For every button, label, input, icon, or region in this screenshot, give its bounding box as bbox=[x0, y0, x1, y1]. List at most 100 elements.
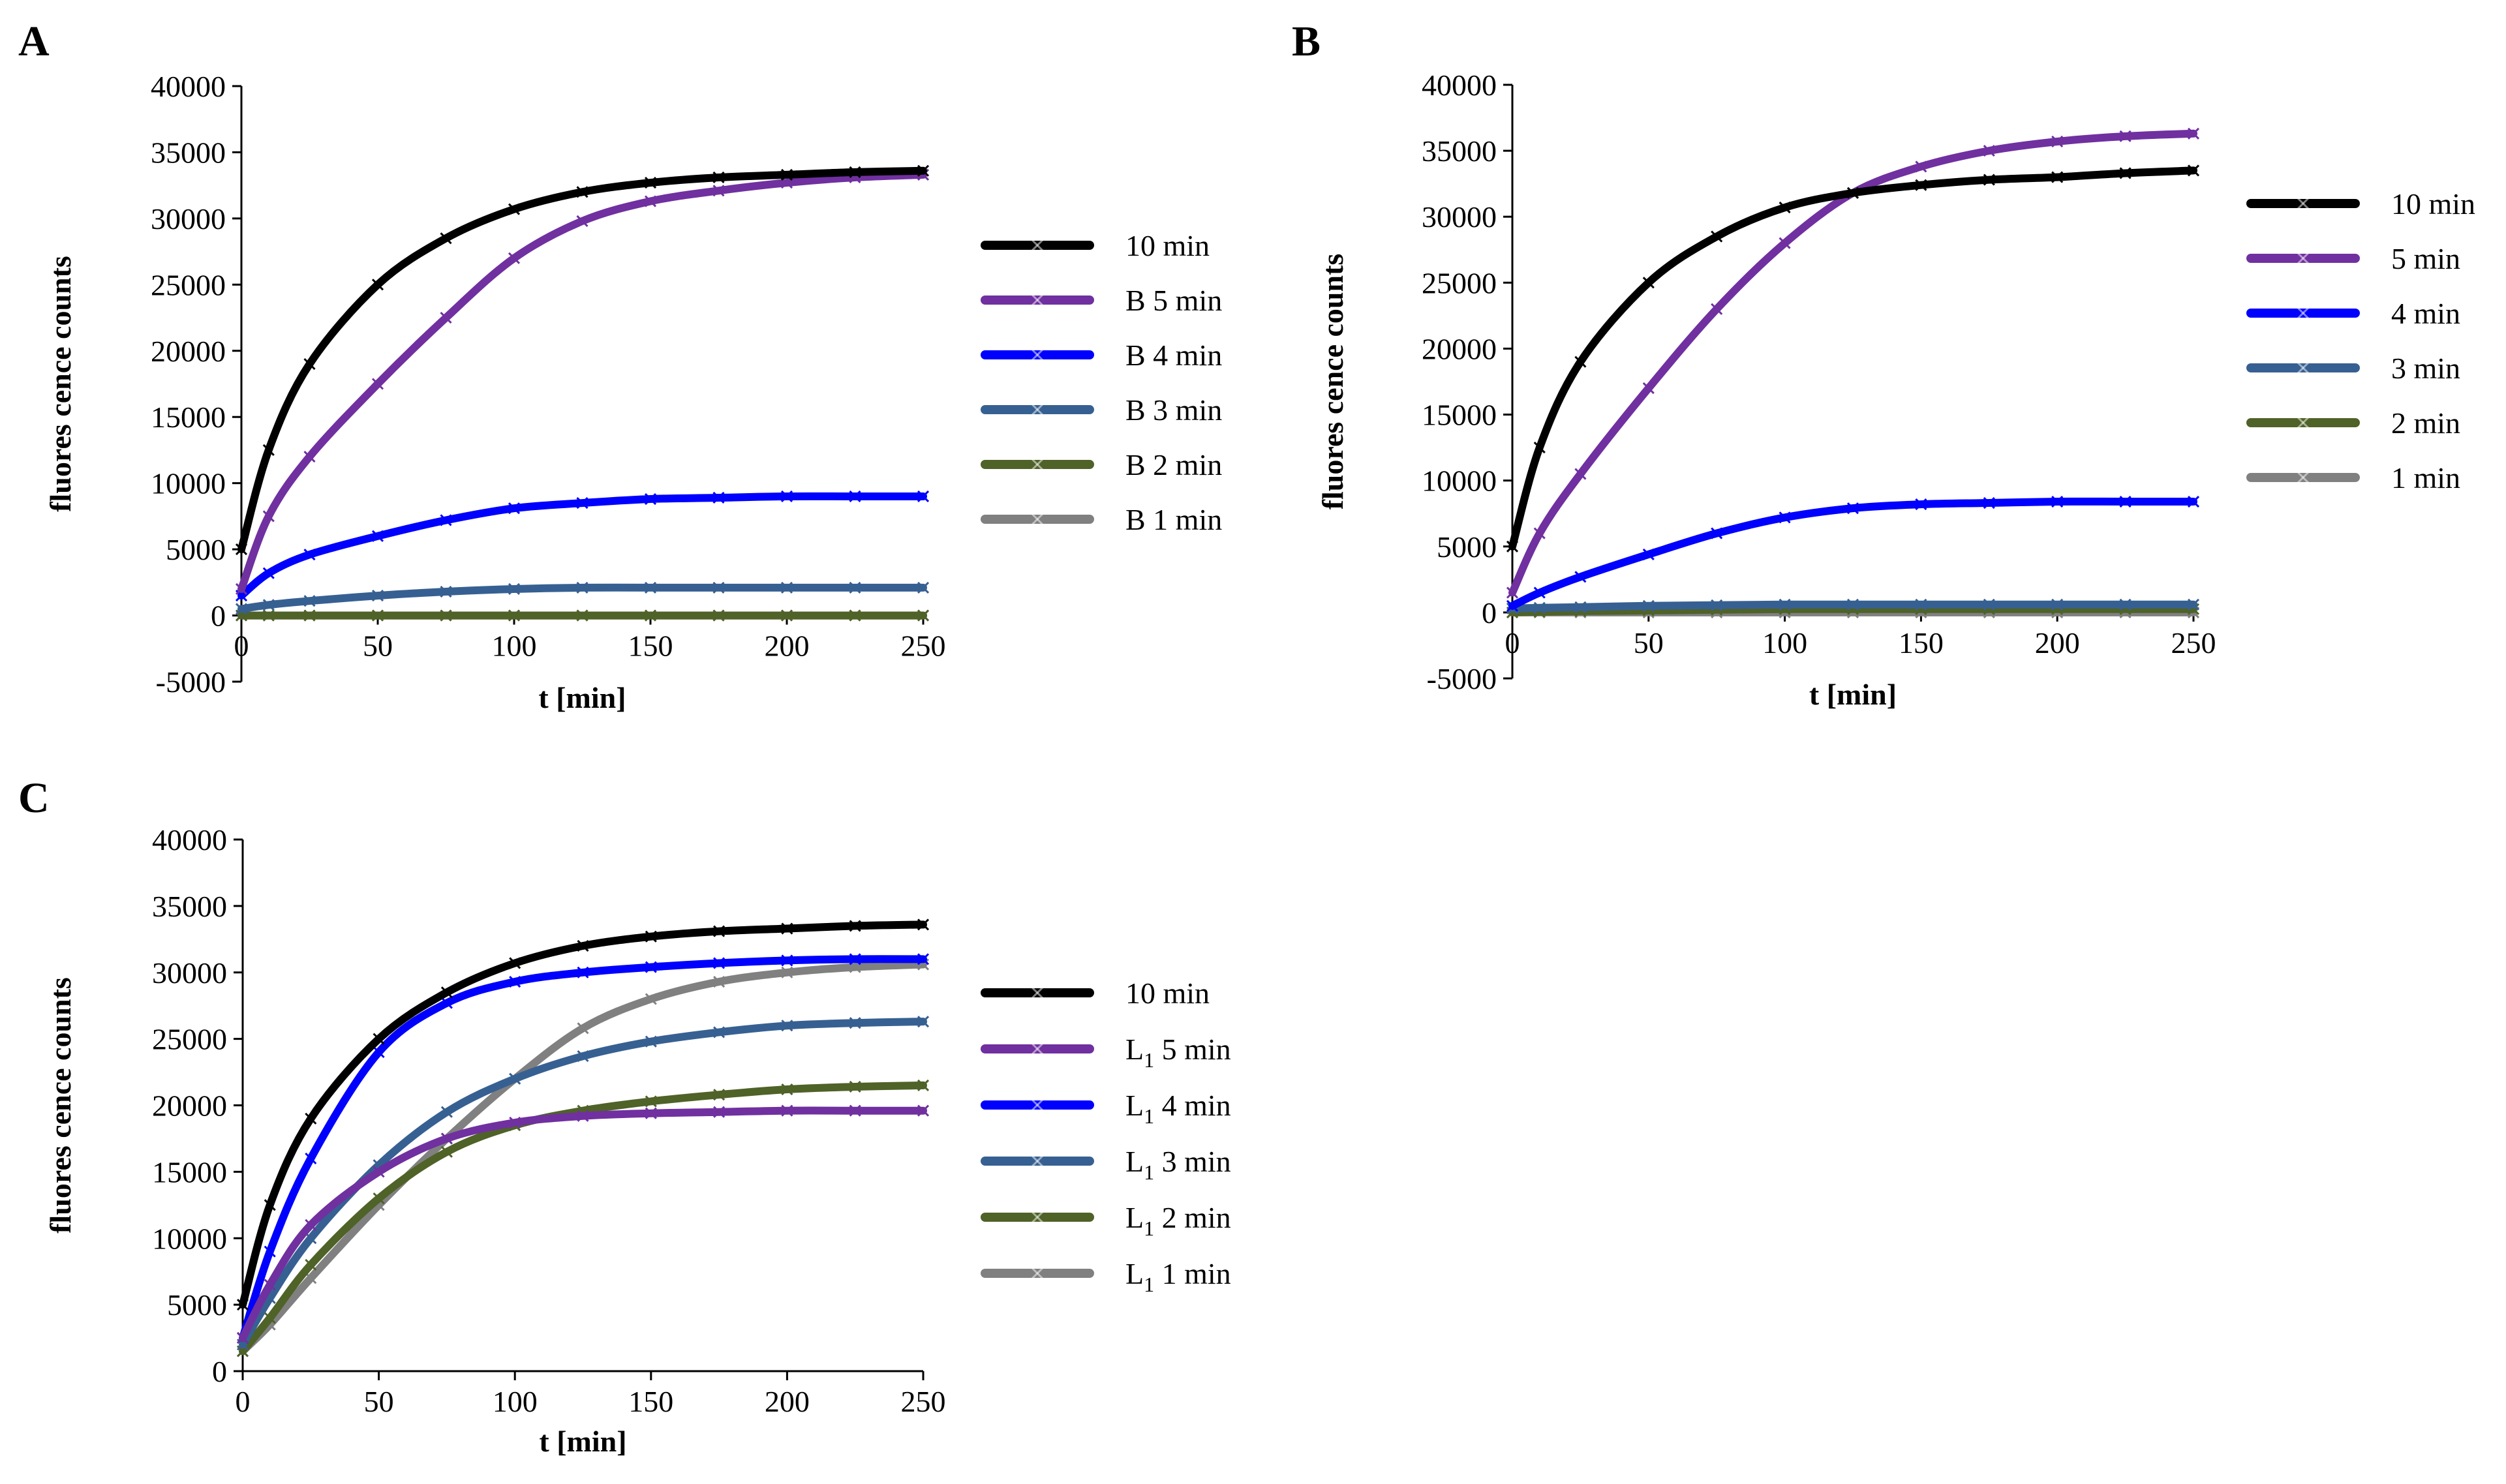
data-point bbox=[1506, 586, 1519, 599]
series-line bbox=[1508, 166, 2197, 551]
x-tick-label: 200 bbox=[765, 629, 810, 663]
data-point bbox=[713, 975, 726, 988]
data-point bbox=[373, 1033, 385, 1045]
data-point bbox=[236, 1332, 249, 1344]
legend-label-subscript: 1 bbox=[1144, 1160, 1154, 1184]
data-point bbox=[509, 975, 521, 988]
data-point bbox=[1983, 598, 1995, 611]
data-point bbox=[781, 954, 793, 967]
x-tick-label: 150 bbox=[1899, 626, 1944, 659]
data-point bbox=[1711, 527, 1723, 539]
data-point bbox=[849, 1080, 861, 1093]
series-line bbox=[237, 170, 927, 593]
data-point bbox=[576, 497, 588, 509]
legend-label: 4 min bbox=[2391, 297, 2460, 330]
data-point bbox=[1533, 442, 1546, 454]
series-line bbox=[239, 960, 927, 1355]
data-point bbox=[1642, 382, 1655, 395]
data-point bbox=[440, 1132, 453, 1145]
y-tick-label: -5000 bbox=[156, 665, 226, 699]
data-point bbox=[2119, 598, 2132, 611]
data-point bbox=[849, 490, 861, 503]
data-point bbox=[780, 490, 793, 503]
data-point bbox=[1711, 303, 1723, 315]
data-point bbox=[262, 609, 275, 622]
x-axis-title-a: t [min] bbox=[538, 681, 626, 714]
data-point bbox=[262, 567, 275, 579]
legend-label: L1 4 min bbox=[1125, 1089, 1231, 1128]
legend-label: B 1 min bbox=[1125, 503, 1222, 536]
data-point bbox=[644, 195, 657, 207]
x-tick-label: 200 bbox=[765, 1385, 810, 1418]
data-point bbox=[849, 953, 861, 965]
series-line bbox=[239, 955, 927, 1342]
data-point bbox=[440, 997, 453, 1009]
legend-label-subscript: 1 bbox=[1144, 1104, 1154, 1128]
series-line bbox=[239, 1081, 927, 1355]
data-point bbox=[917, 1079, 930, 1091]
data-point bbox=[235, 583, 248, 596]
data-point bbox=[1779, 598, 1791, 611]
data-point bbox=[849, 609, 861, 622]
y-tick-label: 0 bbox=[211, 599, 226, 633]
y-tick-label: 5000 bbox=[166, 533, 226, 566]
data-point bbox=[303, 609, 316, 622]
data-point bbox=[1983, 145, 1995, 157]
x-tick-label: 250 bbox=[901, 1385, 946, 1418]
y-tick-label: 40000 bbox=[151, 70, 226, 103]
data-point bbox=[781, 922, 793, 935]
legend-item: B 5 min bbox=[981, 284, 1222, 317]
legend-item: L1 3 min bbox=[981, 1145, 1231, 1184]
data-point bbox=[781, 966, 793, 978]
x-tick-label: 250 bbox=[901, 629, 946, 663]
legend-label: B 2 min bbox=[1125, 448, 1222, 481]
data-point bbox=[576, 581, 588, 594]
legend-label-suffix: 5 min bbox=[1154, 1033, 1231, 1066]
legend-item: B 4 min bbox=[981, 339, 1222, 372]
x-tick-label: 100 bbox=[493, 1385, 538, 1418]
data-point bbox=[303, 549, 316, 561]
data-point bbox=[508, 203, 521, 215]
y-axis-title-a: fluores cence counts bbox=[44, 256, 77, 512]
data-point bbox=[917, 581, 930, 594]
legend-label: 5 min bbox=[2391, 242, 2460, 275]
x-tick-label: 0 bbox=[1505, 626, 1520, 659]
y-tick-label: 15000 bbox=[1422, 399, 1497, 432]
x-tick-label: 100 bbox=[1762, 626, 1807, 659]
data-point bbox=[1983, 174, 1995, 186]
data-point bbox=[1779, 237, 1791, 249]
data-point bbox=[371, 530, 384, 542]
data-point bbox=[440, 986, 453, 999]
data-point bbox=[712, 581, 725, 594]
series-line bbox=[1508, 600, 2197, 613]
legend-item: 5 min bbox=[2246, 242, 2460, 275]
legend-label-main: L bbox=[1125, 1033, 1144, 1066]
data-point bbox=[2119, 495, 2132, 508]
legend-label: L1 1 min bbox=[1125, 1257, 1231, 1296]
data-point bbox=[2051, 598, 2064, 611]
data-point bbox=[1915, 179, 1927, 191]
data-point bbox=[264, 1279, 276, 1291]
data-point bbox=[508, 609, 521, 622]
legend-label-suffix: 1 min bbox=[1154, 1257, 1231, 1290]
data-point bbox=[2187, 598, 2200, 611]
data-point bbox=[576, 186, 588, 198]
legend-item: L1 2 min bbox=[981, 1201, 1231, 1240]
y-tick-label: 20000 bbox=[152, 1089, 227, 1123]
panel-label-a: A bbox=[18, 18, 50, 65]
legend-label: B 4 min bbox=[1125, 339, 1222, 372]
data-point bbox=[645, 1107, 657, 1119]
data-point bbox=[264, 1199, 276, 1211]
data-point bbox=[577, 966, 589, 978]
data-point bbox=[2187, 164, 2200, 177]
chart-panel-b: -500005000100001500020000250003000035000… bbox=[1316, 68, 2475, 711]
legend-item: 10 min bbox=[2246, 187, 2475, 220]
data-point bbox=[235, 603, 248, 615]
data-point bbox=[644, 609, 657, 622]
data-point bbox=[780, 581, 793, 594]
x-tick-label: 200 bbox=[2035, 626, 2080, 659]
data-point bbox=[713, 925, 726, 937]
data-point bbox=[509, 957, 521, 969]
legend-item: 1 min bbox=[2246, 461, 2460, 494]
data-point bbox=[1915, 598, 1927, 611]
